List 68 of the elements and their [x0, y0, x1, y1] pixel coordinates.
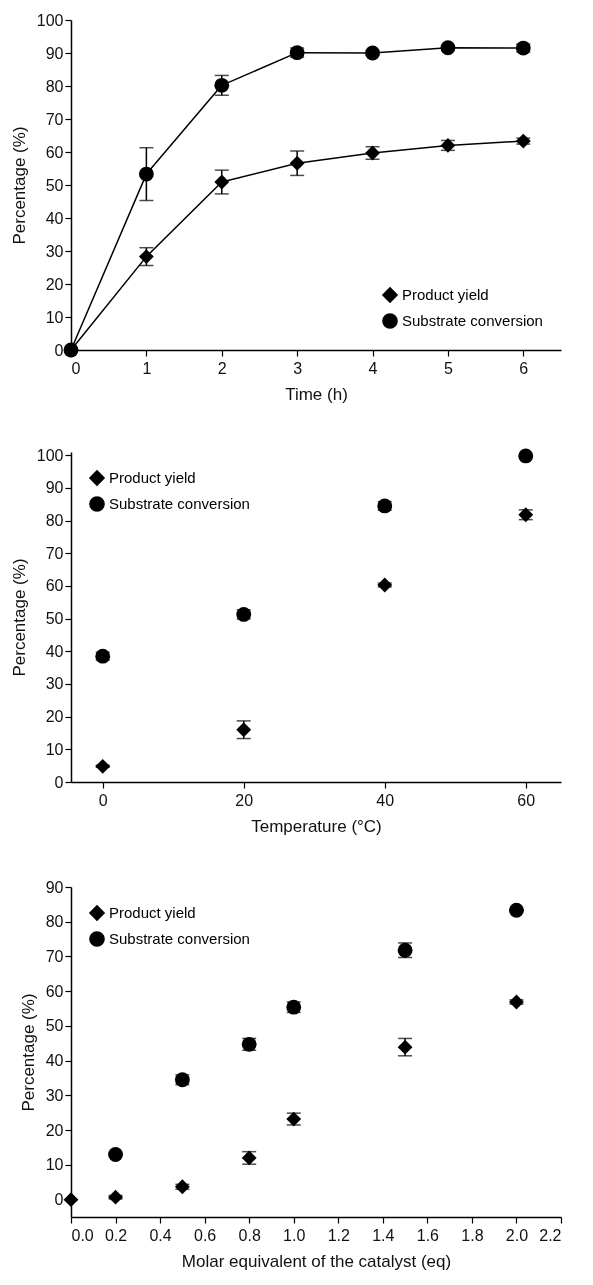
- x-tick-label: 1.0: [283, 1226, 306, 1244]
- y-tick-label: 50: [45, 1017, 64, 1035]
- x-tick-label: 1.8: [461, 1226, 484, 1244]
- y-tick-label: 90: [45, 479, 64, 497]
- x-tick-label: 0.8: [238, 1226, 261, 1244]
- y-tick-label: 40: [45, 642, 64, 660]
- point: [63, 1192, 79, 1208]
- x-tick-label: 40: [376, 791, 395, 809]
- y-tick-label: 40: [45, 209, 64, 227]
- y-tick-label: 0: [54, 1191, 64, 1209]
- x-tick-label: 1.4: [372, 1226, 395, 1244]
- y-tick-label: 10: [45, 1156, 64, 1174]
- y-tick-label: 60: [45, 577, 64, 595]
- y-tick-label: 30: [45, 675, 64, 693]
- x-axis-title: Time (h): [285, 384, 348, 404]
- y-tick-label: 10: [45, 308, 64, 326]
- x-tick-label: 0: [98, 791, 108, 809]
- y-axis-title: Percentage (%): [18, 993, 38, 1112]
- y-tick-label: 70: [45, 110, 64, 128]
- x-tick-label: 1.6: [416, 1226, 440, 1244]
- y-tick-label: 50: [45, 610, 64, 628]
- x-tick-label: 0.6: [194, 1226, 217, 1244]
- y-tick-label: 20: [45, 275, 64, 293]
- legend-label: Product yield: [109, 904, 196, 921]
- x-tick-label: 0.4: [149, 1226, 172, 1244]
- legend-label: Product yield: [109, 469, 196, 486]
- y-tick-label: 80: [45, 77, 64, 95]
- legend-label: Substrate conversion: [109, 930, 250, 947]
- y-tick-label: 30: [45, 1086, 64, 1104]
- x-tick-label: 1.2: [327, 1226, 350, 1244]
- y-tick-label: 100: [36, 446, 64, 464]
- x-axis-title: Molar equivalent of the catalyst (eq): [181, 1251, 452, 1271]
- x-tick-label: 2: [217, 359, 227, 377]
- y-tick-label: 60: [45, 143, 64, 161]
- y-tick-label: 70: [45, 544, 64, 562]
- x-tick-label: 6: [519, 359, 529, 377]
- y-tick-label: 30: [45, 242, 64, 260]
- x-tick-label: 0.0: [71, 1226, 94, 1244]
- y-tick-label: 0: [54, 341, 64, 359]
- x-axis-title: Temperature (°C): [251, 816, 382, 836]
- x-tick-label: 0: [71, 359, 81, 377]
- y-axis-title: Percentage (%): [9, 558, 29, 677]
- y-tick-label: 20: [45, 1121, 64, 1139]
- x-tick-label: 4: [368, 359, 378, 377]
- x-tick-label: 2.0: [505, 1226, 529, 1244]
- x-tick-label: 2.2: [539, 1226, 562, 1244]
- legend-label: Substrate conversion: [109, 495, 250, 512]
- y-tick-label: 80: [45, 913, 64, 931]
- x-tick-label: 1: [142, 359, 152, 377]
- y-tick-label: 50: [45, 176, 64, 194]
- x-tick-label: 60: [517, 791, 536, 809]
- y-tick-label: 90: [45, 878, 64, 896]
- y-tick-label: 60: [45, 982, 64, 1000]
- y-axis-title: Percentage (%): [9, 126, 29, 245]
- x-tick-label: 3: [293, 359, 303, 377]
- x-tick-label: 0.2: [104, 1226, 128, 1244]
- x-tick-label: 5: [443, 359, 453, 377]
- x-tick-label: 20: [235, 791, 254, 809]
- legend-label: Product yield: [402, 286, 489, 303]
- y-tick-label: 70: [45, 947, 64, 965]
- y-tick-label: 90: [45, 44, 64, 62]
- legend-label: Substrate conversion: [402, 312, 543, 329]
- y-tick-label: 80: [45, 512, 64, 530]
- y-tick-label: 0: [54, 773, 64, 791]
- y-tick-label: 40: [45, 1052, 64, 1070]
- y-tick-label: 100: [36, 11, 64, 29]
- y-tick-label: 10: [45, 740, 64, 758]
- y-tick-label: 20: [45, 708, 64, 726]
